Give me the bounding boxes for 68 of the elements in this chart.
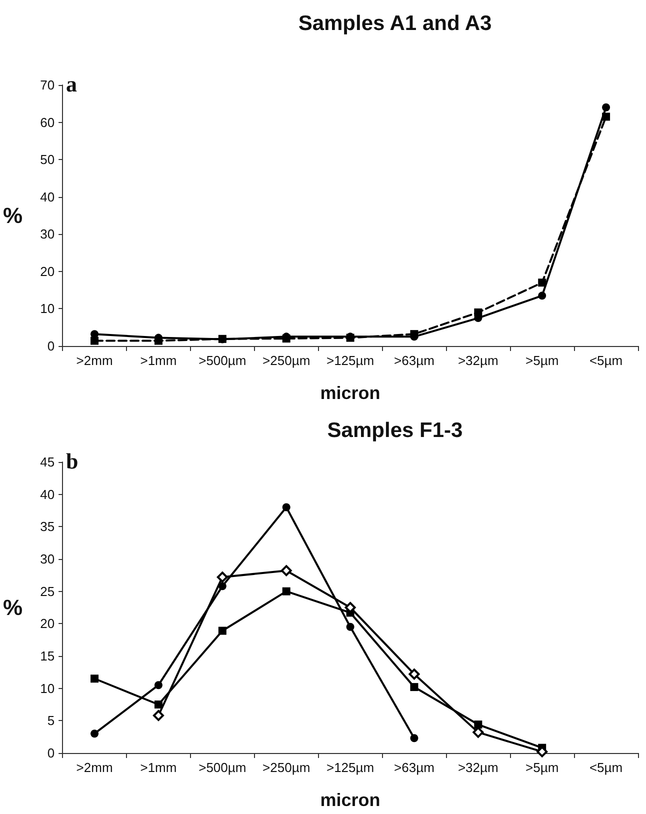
x-tick-label: >2mm bbox=[76, 760, 113, 775]
y-tick-label: 30 bbox=[40, 552, 55, 566]
y-tick-label: 25 bbox=[40, 584, 55, 599]
point bbox=[90, 336, 99, 345]
point bbox=[410, 330, 418, 338]
y-tick-label: 10 bbox=[40, 301, 55, 316]
y-tick-label: 30 bbox=[40, 226, 55, 242]
x-tick-label: >5µm bbox=[526, 353, 559, 368]
point bbox=[90, 730, 99, 738]
chart-title: Samples F1-3 bbox=[327, 419, 463, 442]
annotation: b bbox=[66, 448, 78, 474]
y-tick-label: 15 bbox=[40, 648, 55, 664]
y-tick-label: 35 bbox=[40, 519, 55, 534]
x-tick-label: >5µm bbox=[526, 760, 559, 775]
point bbox=[408, 668, 420, 680]
x-tick-label: >1mm bbox=[140, 353, 177, 368]
point bbox=[280, 565, 292, 576]
x-axis-title: micron bbox=[320, 383, 380, 403]
y-tick-label: 10 bbox=[40, 680, 55, 696]
y-tick-label: 60 bbox=[40, 114, 55, 130]
y-tick-label: 70 bbox=[40, 78, 55, 92]
x-tick-label: >125µm bbox=[326, 353, 374, 368]
x-tick-label: >32µm bbox=[458, 353, 498, 368]
point bbox=[410, 734, 418, 742]
y-tick-label: 40 bbox=[40, 486, 55, 502]
y-axis-title: % bbox=[3, 203, 23, 228]
y-axis-title: % bbox=[3, 595, 23, 620]
x-tick-label: >125µm bbox=[326, 760, 374, 775]
point bbox=[154, 336, 162, 345]
x-tick-label: >63µm bbox=[394, 353, 434, 368]
point bbox=[602, 112, 610, 121]
chart-title: Samples A1 and A3 bbox=[298, 12, 492, 35]
x-tick-label: >32µm bbox=[458, 760, 498, 775]
point bbox=[154, 681, 162, 690]
y-tick-label: 50 bbox=[40, 152, 55, 168]
point bbox=[216, 572, 228, 583]
x-tick-label: >250µm bbox=[262, 760, 310, 775]
point bbox=[282, 587, 290, 596]
y-tick-label: 20 bbox=[40, 616, 55, 632]
annotation: a bbox=[66, 72, 77, 96]
point bbox=[602, 103, 610, 112]
x-tick-label: >500µm bbox=[198, 353, 246, 368]
x-tick-label: <5µm bbox=[589, 760, 623, 775]
point bbox=[218, 582, 226, 590]
y-tick-label: 0 bbox=[47, 746, 55, 760]
x-tick-label: >2mm bbox=[76, 353, 113, 368]
point bbox=[538, 278, 546, 287]
point bbox=[90, 674, 99, 683]
point bbox=[152, 710, 164, 721]
point bbox=[474, 308, 482, 316]
y-tick-label: 5 bbox=[47, 713, 55, 728]
x-axis-title: micron bbox=[320, 790, 380, 810]
x-tick-label: >1mm bbox=[140, 760, 177, 775]
point bbox=[218, 626, 226, 635]
y-tick-label: 20 bbox=[40, 264, 55, 279]
point bbox=[474, 720, 482, 729]
point bbox=[282, 503, 290, 512]
x-tick-label: <5µm bbox=[589, 353, 623, 368]
point bbox=[154, 700, 162, 708]
point bbox=[346, 622, 354, 631]
y-tick-label: 0 bbox=[47, 338, 55, 354]
x-tick-label: >500µm bbox=[198, 760, 246, 775]
x-tick-label: >250µm bbox=[262, 353, 310, 368]
point bbox=[410, 683, 418, 692]
y-tick-label: 40 bbox=[40, 189, 55, 204]
x-tick-label: >63µm bbox=[394, 760, 434, 775]
point bbox=[538, 292, 546, 300]
y-tick-label: 45 bbox=[40, 454, 55, 470]
